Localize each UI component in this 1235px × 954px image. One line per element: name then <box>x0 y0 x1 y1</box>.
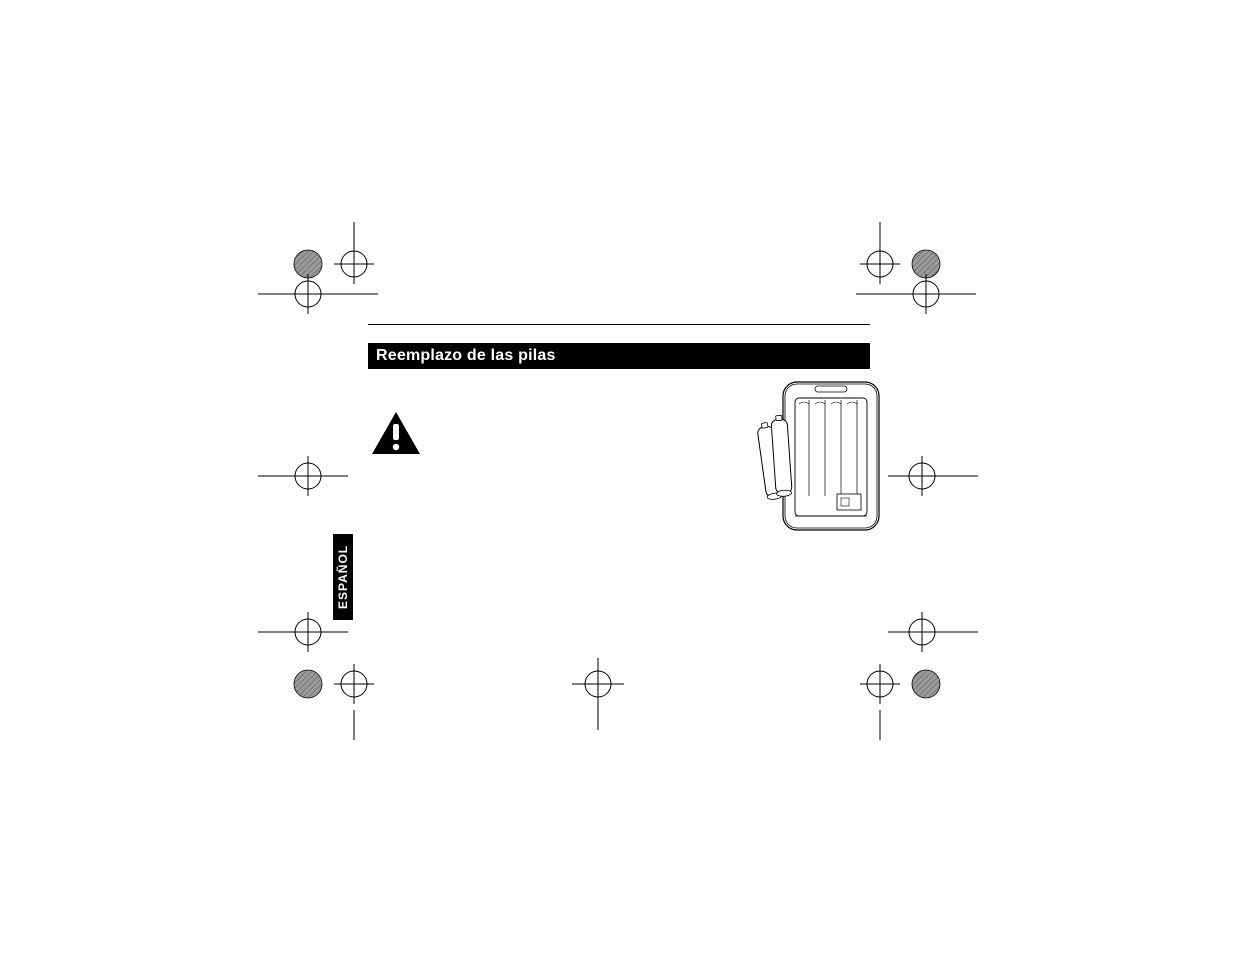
page-content: Reemplazo de las pilas <box>368 324 870 369</box>
crop-mark-bottom-left <box>258 640 418 740</box>
warning-icon <box>370 410 422 461</box>
horizontal-rule <box>368 324 870 325</box>
section-header: Reemplazo de las pilas <box>368 343 870 369</box>
crop-mark-bottom-center <box>558 654 638 734</box>
crop-mark-mid-right-2 <box>858 602 978 662</box>
crop-mark-top-left <box>258 222 418 322</box>
language-tab: ESPAÑOL <box>333 534 353 620</box>
battery-compartment-illustration <box>755 378 893 543</box>
crop-mark-mid-left-2 <box>258 602 378 662</box>
crop-mark-top-right <box>816 222 976 322</box>
section-title: Reemplazo de las pilas <box>376 347 556 364</box>
crop-mark-bottom-right <box>816 640 976 740</box>
crop-mark-mid-left-1 <box>258 446 378 506</box>
language-tab-label: ESPAÑOL <box>336 545 350 609</box>
